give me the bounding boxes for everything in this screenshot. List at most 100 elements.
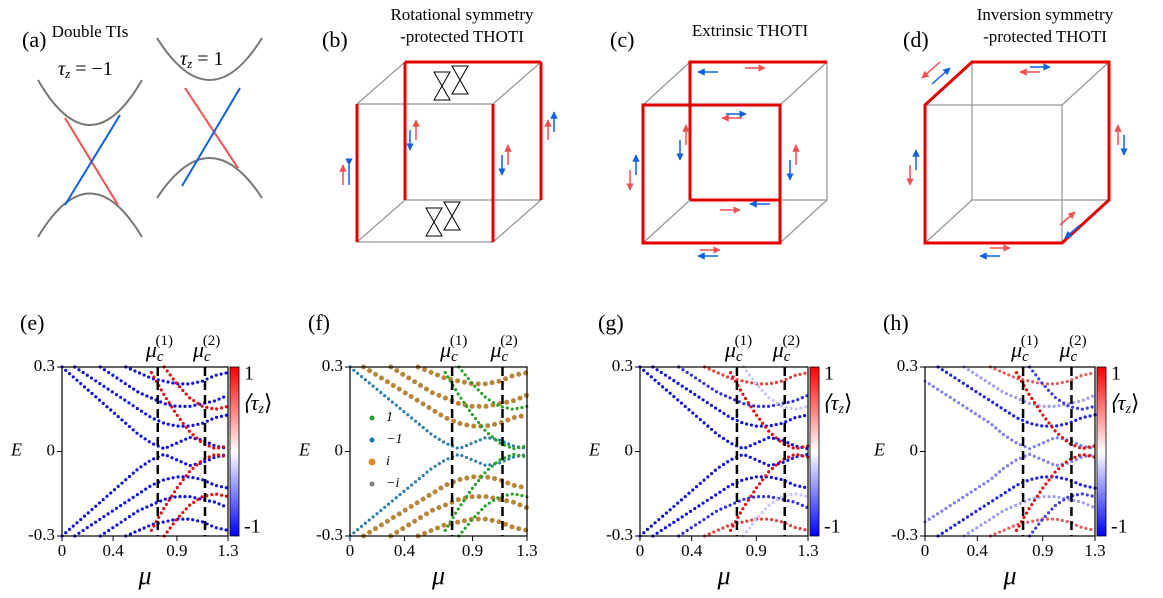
band-line bbox=[638, 365, 810, 451]
panel-label: (d) bbox=[903, 27, 929, 52]
critical-label: μc(2) bbox=[1058, 333, 1086, 365]
band-line bbox=[149, 452, 230, 532]
y-tick-label: -0.3 bbox=[28, 525, 55, 544]
band-line bbox=[703, 517, 810, 538]
x-tick-label: 1.3 bbox=[1084, 541, 1105, 560]
panel-label: (c) bbox=[610, 27, 634, 52]
band-line bbox=[741, 365, 810, 411]
critical-label: μc(2) bbox=[489, 333, 517, 365]
x-tick-label: 0 bbox=[58, 541, 67, 560]
y-tick-label: 0.3 bbox=[612, 356, 633, 375]
band-line bbox=[388, 494, 530, 539]
panel-b: (b) Rotational symmetry -protected THOTI bbox=[322, 5, 558, 243]
x-tick-label: 0 bbox=[921, 541, 930, 560]
band-line bbox=[1014, 452, 1097, 532]
band-line bbox=[677, 365, 810, 408]
x-tick-label: 1.3 bbox=[516, 541, 537, 560]
panel-title: Extrinsic THOTI bbox=[692, 21, 809, 40]
y-tick-label: -0.3 bbox=[606, 525, 633, 544]
y-axis-label: E bbox=[298, 440, 310, 460]
band-line bbox=[162, 492, 230, 538]
panel-d: (d) Inversion symmetry -protected THOTI bbox=[903, 5, 1128, 260]
colorbar-label: ⟨τz⟩ bbox=[1109, 390, 1140, 417]
band-line bbox=[457, 492, 529, 538]
legend-label: −i bbox=[386, 476, 399, 491]
panel-title: Rotational symmetry bbox=[390, 5, 534, 24]
x-tick-label: 0.9 bbox=[462, 541, 483, 560]
panel-label: (h) bbox=[883, 310, 909, 335]
annotation: τz = 1 bbox=[180, 48, 224, 71]
critical-label: μc(2) bbox=[192, 333, 220, 365]
y-tick-label: 0 bbox=[335, 440, 344, 459]
y-axis-label: E bbox=[588, 440, 600, 460]
colorbar-tick-label: -1 bbox=[244, 516, 261, 538]
panel-label: (e) bbox=[20, 310, 44, 335]
critical-label: μc(1) bbox=[145, 333, 173, 365]
plot-frame bbox=[639, 366, 809, 537]
x-tick-label: 0.4 bbox=[102, 541, 124, 560]
y-tick-label: 0 bbox=[910, 440, 919, 459]
colorbar-tick-label: -1 bbox=[824, 516, 841, 538]
band-line bbox=[962, 365, 1097, 408]
y-tick-label: 0.3 bbox=[322, 356, 343, 375]
colorbar-tick-label: -1 bbox=[1111, 516, 1128, 538]
band-line bbox=[73, 365, 230, 428]
y-tick-label: -0.3 bbox=[316, 525, 343, 544]
x-axis-label: μ bbox=[716, 561, 730, 590]
legend-label: i bbox=[386, 454, 390, 469]
critical-label: μc(2) bbox=[772, 333, 800, 365]
band-line bbox=[162, 365, 230, 411]
legend-marker bbox=[369, 415, 375, 421]
colorbar-label: ⟨τz⟩ bbox=[822, 390, 853, 417]
colorbar bbox=[1096, 366, 1107, 537]
band-line bbox=[388, 364, 530, 409]
colorbar bbox=[229, 366, 240, 537]
x-tick-label: 0 bbox=[346, 541, 355, 560]
band-line bbox=[149, 371, 230, 451]
band-line bbox=[936, 365, 1097, 428]
band-line bbox=[651, 475, 810, 538]
panel-a: (a) Double TIs τz = −1 τz = 1 bbox=[22, 22, 263, 238]
band-line bbox=[923, 379, 1097, 451]
y-tick-label: 0 bbox=[47, 440, 56, 459]
x-tick-label: 0 bbox=[636, 541, 645, 560]
y-axis-label: E bbox=[10, 440, 22, 460]
band-line bbox=[348, 452, 529, 538]
band-line bbox=[98, 365, 230, 408]
band-line bbox=[457, 365, 529, 411]
colorbar-tick-label: 1 bbox=[244, 363, 254, 385]
panel-title: Double TIs bbox=[52, 22, 129, 41]
band-line bbox=[988, 517, 1097, 538]
panel-label: (g) bbox=[598, 310, 624, 335]
band-line bbox=[936, 475, 1097, 538]
legend-label: 1 bbox=[386, 410, 393, 425]
band-line bbox=[923, 452, 1097, 524]
critical-label: μc(1) bbox=[724, 333, 752, 365]
y-axis-label: E bbox=[873, 440, 885, 460]
panel-title: -protected THOTI bbox=[983, 27, 1107, 46]
x-axis-label: μ bbox=[137, 561, 151, 590]
x-tick-label: 0.4 bbox=[394, 541, 416, 560]
x-tick-label: 0.4 bbox=[967, 541, 989, 560]
band-line bbox=[728, 452, 810, 532]
band-line bbox=[415, 516, 530, 539]
x-axis-label: μ bbox=[431, 561, 445, 590]
band-line bbox=[415, 364, 530, 387]
legend-label: −1 bbox=[386, 432, 402, 447]
band-line bbox=[443, 371, 529, 451]
panel-title: Inversion symmetry bbox=[977, 5, 1114, 24]
colorbar bbox=[809, 366, 820, 537]
panel-c: (c) Extrinsic THOTI bbox=[610, 21, 828, 260]
critical-label: μc(1) bbox=[439, 333, 467, 365]
band-line bbox=[962, 495, 1097, 538]
legend-marker bbox=[369, 437, 375, 443]
x-tick-label: 1.3 bbox=[797, 541, 818, 560]
band-line bbox=[124, 365, 230, 386]
x-tick-label: 0.4 bbox=[681, 541, 703, 560]
band-line bbox=[98, 495, 230, 538]
band-line bbox=[361, 364, 530, 429]
x-tick-label: 0.9 bbox=[1032, 541, 1053, 560]
